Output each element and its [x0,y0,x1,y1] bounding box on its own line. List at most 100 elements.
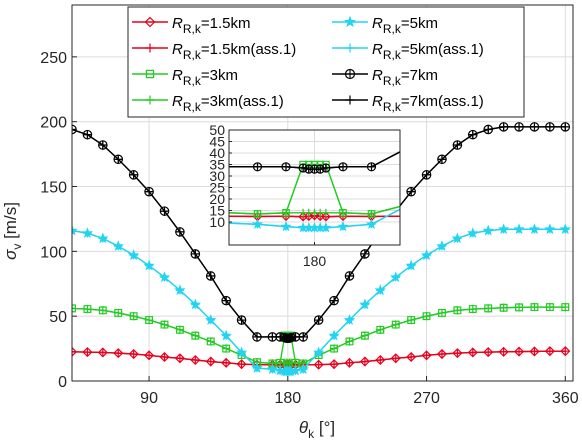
data-point [329,344,339,353]
data-point [453,140,462,150]
legend-label: RR,k=5km [372,15,438,36]
x-axis-label: θk [°] [299,418,335,441]
legend-label: RR,k=7km [372,67,438,88]
data-point [561,302,570,312]
data-point [483,347,494,358]
data-point [499,303,508,312]
data-point [129,170,138,180]
data-point [530,302,539,312]
legend-marker [144,16,156,28]
data-point [268,365,277,374]
data-point [206,315,215,325]
inset-data-point [282,162,290,171]
data-point [191,331,200,340]
data-point [72,347,77,357]
data-point [268,359,277,368]
data-point [98,306,108,315]
legend-marker [145,69,155,79]
data-point [129,349,138,359]
data-point [206,357,215,366]
inset-y-tick-label: 25 [209,180,225,196]
legend-marker-cross [345,69,355,79]
data-point [72,226,77,235]
data-point [160,320,169,329]
data-point [329,296,339,305]
data-point [129,251,138,260]
data-point [98,140,108,150]
legend-entry: RR,k=7km [332,67,438,88]
data-point [376,325,385,334]
data-point [314,360,323,369]
data-point [144,315,154,325]
data-point [453,348,462,358]
data-point [191,300,200,309]
data-point [406,315,416,325]
inset-data-point [339,209,347,217]
data-point [406,261,416,270]
data-point [159,351,170,363]
legend-label: RR,k=3km [172,67,238,88]
legend-entry: RR,k=5km [332,15,438,36]
inset-data-point [367,210,376,218]
y-tick-label: 100 [40,244,67,261]
data-point [345,315,354,325]
data-point [329,359,340,370]
inset-data-point [321,223,330,232]
data-point [98,306,107,315]
series-group [72,122,571,377]
data-point [252,363,262,373]
data-point [406,351,417,363]
data-point [514,225,524,234]
data-point [360,331,370,340]
data-point [406,352,416,362]
data-point [545,225,555,234]
plot-frame [71,4,574,382]
data-point [221,358,231,368]
legend-entry: RR,k=1.5km(ass.1) [132,41,296,62]
x-tick-label: 90 [140,390,158,407]
data-point [72,346,78,357]
data-point [422,251,431,260]
data-point [114,348,123,358]
data-point [545,346,555,356]
data-point [499,347,508,357]
data-point [221,331,231,340]
data-point [129,312,138,321]
data-point [499,225,508,234]
legend-label: RR,k=5km(ass.1) [372,41,484,62]
data-point [561,303,570,312]
inset-data-point [321,163,330,172]
data-point [514,303,524,312]
data-point [299,365,308,374]
data-point [437,308,447,318]
data-point [561,122,570,132]
data-point [285,334,294,343]
data-point [391,354,400,363]
inset-data-point [321,208,330,217]
data-point [514,347,524,356]
data-point [561,225,570,234]
inset-y-tick-label: 35 [209,157,225,173]
data-point [422,311,431,321]
data-point [175,325,185,334]
inset-y-tick-label: 45 [209,134,225,150]
inset-series-6 [229,208,400,232]
data-point [299,359,308,368]
inset-data-point [367,220,376,229]
y-tick-label: 250 [40,50,67,67]
y-tick-label: 50 [49,309,67,326]
data-point [360,249,370,259]
data-point [437,155,447,164]
data-point [436,348,448,360]
data-point [237,359,246,369]
data-point [72,125,77,134]
data-point [237,348,246,357]
legend-entry: RR,k=5km(ass.1) [332,41,484,62]
data-point [252,332,262,342]
data-point [498,346,509,357]
legend-box [127,6,525,118]
inset-data-point [253,162,262,171]
inset-frame [228,129,401,246]
data-point [205,356,216,367]
